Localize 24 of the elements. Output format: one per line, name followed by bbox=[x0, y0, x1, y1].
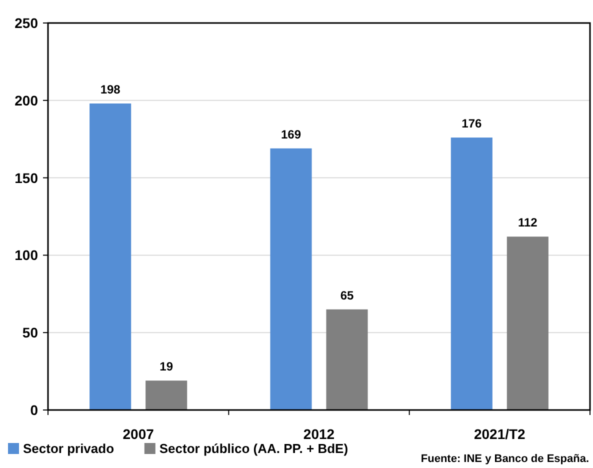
y-tick-label: 200 bbox=[14, 92, 38, 108]
x-tick-label: 2021/T2 bbox=[474, 426, 526, 442]
bar bbox=[90, 103, 132, 410]
y-tick-label: 0 bbox=[30, 402, 38, 418]
x-tick-label: 2007 bbox=[122, 426, 154, 442]
data-label: 198 bbox=[100, 82, 121, 96]
data-label: 112 bbox=[518, 216, 538, 230]
y-tick-label: 100 bbox=[14, 247, 38, 264]
source-note: Fuente: INE y Banco de España. bbox=[420, 453, 589, 465]
bar bbox=[326, 309, 368, 410]
data-label: 169 bbox=[280, 127, 302, 142]
y-tick-label: 250 bbox=[14, 15, 38, 31]
bar bbox=[506, 236, 548, 410]
y-tick-label: 50 bbox=[22, 324, 38, 341]
data-label: 19 bbox=[160, 360, 174, 374]
data-label: 176 bbox=[462, 116, 482, 131]
data-label: 65 bbox=[340, 288, 354, 302]
bar bbox=[270, 148, 312, 410]
legend-label: Sector público (AA. PP. + BdE) bbox=[159, 441, 348, 456]
bar bbox=[146, 380, 188, 410]
y-tick-label: 150 bbox=[14, 170, 38, 186]
legend-label: Sector privado bbox=[23, 441, 114, 456]
bar bbox=[450, 138, 492, 410]
x-tick-label: 2012 bbox=[303, 426, 335, 442]
